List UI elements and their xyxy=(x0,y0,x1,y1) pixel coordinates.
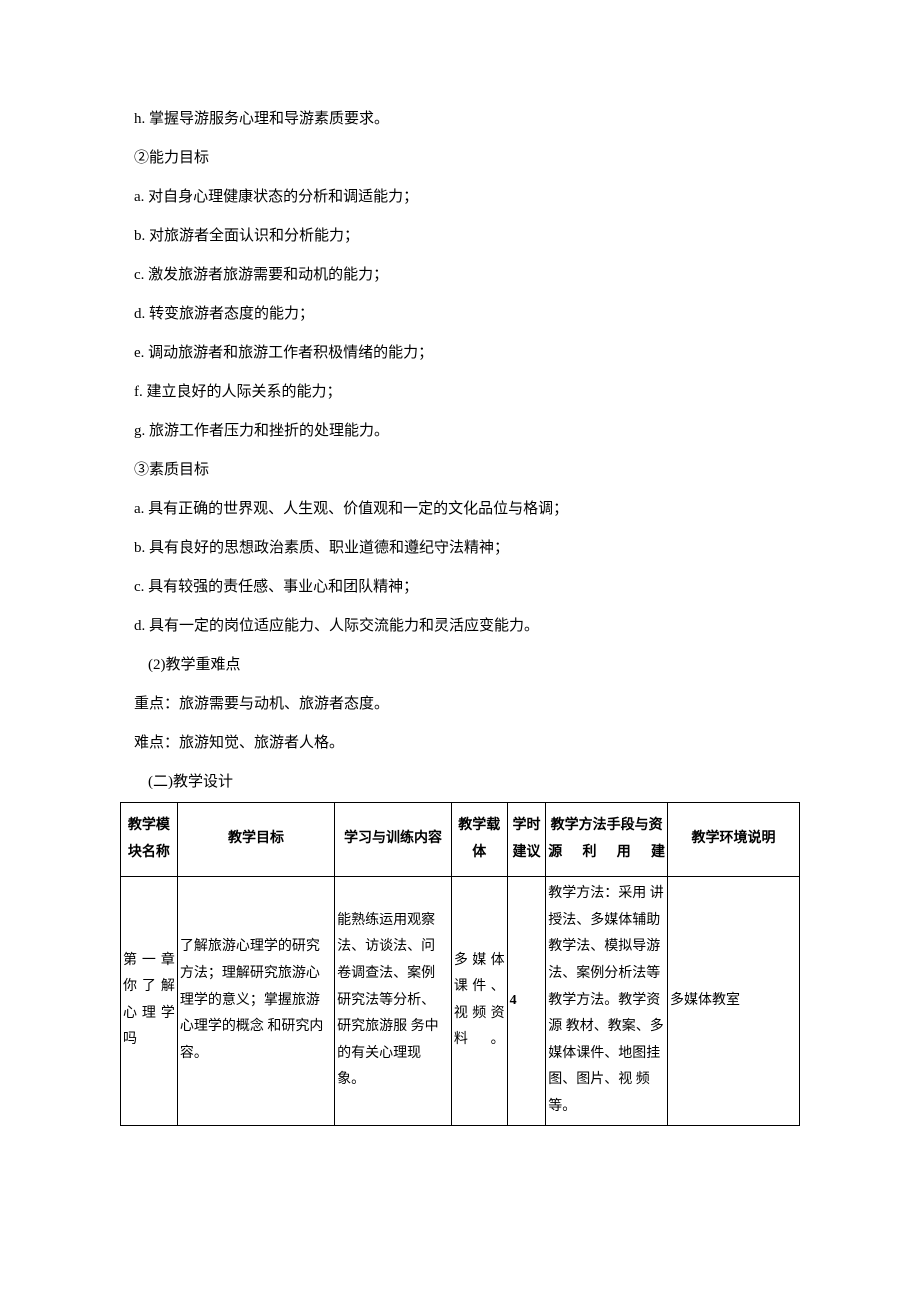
td-content: 能熟练运用观察法、访谈法、问卷调查法、案例研究法等分析、研究旅游服 务中的有关心… xyxy=(335,877,452,1125)
heading-quality-goal: ③素质目标 xyxy=(120,451,800,490)
list-item-f: f. 建立良好的人际关系的能力； xyxy=(120,373,800,412)
td-hours: 4 xyxy=(507,877,546,1125)
th-method: 教学方法手段与资源利用建 xyxy=(546,803,668,877)
th-carrier: 教学载体 xyxy=(451,803,507,877)
td-env: 多媒体教室 xyxy=(668,877,800,1125)
list-item-a: a. 对自身心理健康状态的分析和调适能力； xyxy=(120,178,800,217)
document-page: h. 掌握导游服务心理和导游素质要求。 ②能力目标 a. 对自身心理健康状态的分… xyxy=(0,0,920,1186)
list-item-c: c. 激发旅游者旅游需要和动机的能力； xyxy=(120,256,800,295)
th-module: 教学模块名称 xyxy=(121,803,178,877)
heading-ability-goal: ②能力目标 xyxy=(120,139,800,178)
list-item-e: e. 调动旅游者和旅游工作者积极情绪的能力； xyxy=(120,334,800,373)
teaching-design-table: 教学模块名称 教学目标 学习与训练内容 教学载体 学时建议 教学方法手段与资源利… xyxy=(120,802,800,1126)
text-difficult-point: 难点：旅游知觉、旅游者人格。 xyxy=(120,724,800,763)
list-item-d: d. 转变旅游者态度的能力； xyxy=(120,295,800,334)
list-item-h: h. 掌握导游服务心理和导游素质要求。 xyxy=(120,100,800,139)
th-content: 学习与训练内容 xyxy=(335,803,452,877)
heading-key-difficult: (2)教学重难点 xyxy=(120,646,800,685)
list-item-a2: a. 具有正确的世界观、人生观、价值观和一定的文化品位与格调； xyxy=(120,490,800,529)
list-item-b: b. 对旅游者全面认识和分析能力； xyxy=(120,217,800,256)
td-goal: 了解旅游心理学的研究方法；理解研究旅游心理学的意义；掌握旅游心理学的概念 和研究… xyxy=(177,877,334,1125)
list-item-g: g. 旅游工作者压力和挫折的处理能力。 xyxy=(120,412,800,451)
table-header-row: 教学模块名称 教学目标 学习与训练内容 教学载体 学时建议 教学方法手段与资源利… xyxy=(121,803,800,877)
text-key-point: 重点：旅游需要与动机、旅游者态度。 xyxy=(120,685,800,724)
th-goal: 教学目标 xyxy=(177,803,334,877)
td-module: 第一章你了解心理学吗 xyxy=(121,877,178,1125)
list-item-d2: d. 具有一定的岗位适应能力、人际交流能力和灵活应变能力。 xyxy=(120,607,800,646)
list-item-b2: b. 具有良好的思想政治素质、职业道德和遵纪守法精神； xyxy=(120,529,800,568)
td-method: 教学方法：采用 讲授法、多媒体辅助教学法、模拟导游法、案例分析法等教学方法。教学… xyxy=(546,877,668,1125)
th-hours: 学时建议 xyxy=(507,803,546,877)
heading-design: (二)教学设计 xyxy=(120,763,800,802)
list-item-c2: c. 具有较强的责任感、事业心和团队精神； xyxy=(120,568,800,607)
th-env: 教学环境说明 xyxy=(668,803,800,877)
td-carrier: 多媒体课件、视频资料。 xyxy=(451,877,507,1125)
table-row: 第一章你了解心理学吗 了解旅游心理学的研究方法；理解研究旅游心理学的意义；掌握旅… xyxy=(121,877,800,1125)
